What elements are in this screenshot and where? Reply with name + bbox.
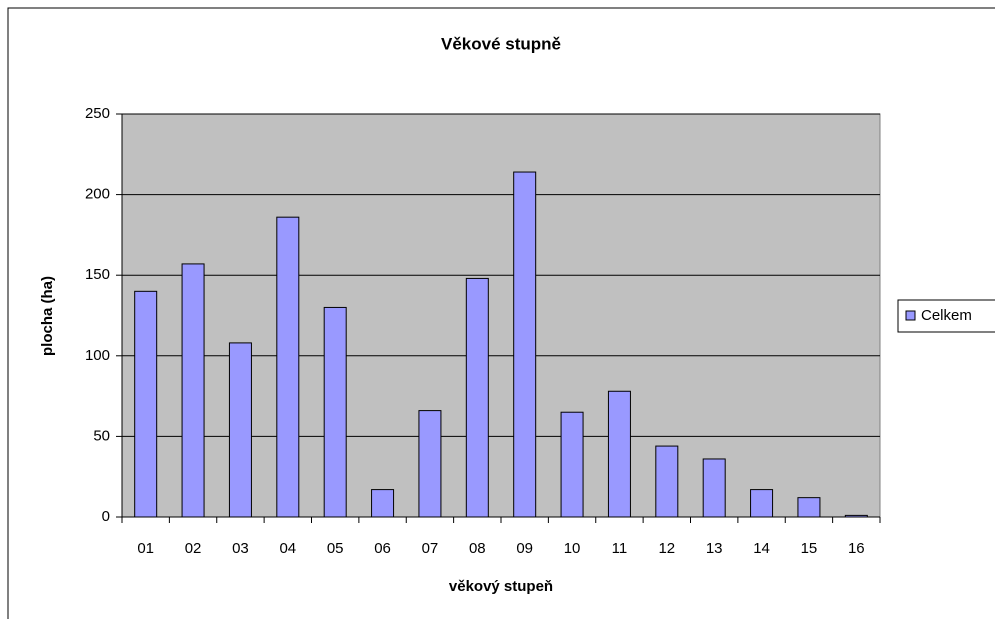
bar <box>750 489 774 518</box>
y-tick-label: 100 <box>85 347 110 364</box>
bar <box>607 390 631 518</box>
x-tick-label: 14 <box>753 540 770 557</box>
bar <box>418 410 442 518</box>
y-axis-label: plocha (ha) <box>39 276 56 356</box>
y-tick-label: 200 <box>85 186 110 203</box>
bar <box>702 458 726 518</box>
legend-label: Celkem <box>921 307 972 324</box>
x-tick-label: 09 <box>516 540 533 557</box>
legend-swatch <box>905 310 916 321</box>
bar <box>181 263 205 518</box>
x-tick-label: 01 <box>137 540 154 557</box>
x-tick-label: 13 <box>706 540 723 557</box>
bar <box>276 216 300 518</box>
x-tick-label: 05 <box>327 540 344 557</box>
x-tick-label: 06 <box>374 540 391 557</box>
y-tick-label: 50 <box>93 427 110 444</box>
bar <box>134 290 158 518</box>
x-tick-label: 03 <box>232 540 249 557</box>
x-axis-label: věkový stupeň <box>449 578 553 595</box>
bar <box>560 411 584 518</box>
bar <box>465 277 489 518</box>
bar <box>844 514 868 518</box>
chart-border <box>7 7 995 619</box>
x-tick-label: 12 <box>658 540 675 557</box>
x-tick-label: 04 <box>279 540 296 557</box>
x-tick-label: 15 <box>801 540 818 557</box>
y-tick-label: 0 <box>102 508 110 525</box>
y-tick-label: 250 <box>85 105 110 122</box>
chart-title: Věkové stupně <box>441 34 561 53</box>
x-tick-label: 16 <box>848 540 865 557</box>
y-tick-label: 150 <box>85 266 110 283</box>
x-tick-label: 11 <box>612 540 628 557</box>
bar <box>228 342 252 518</box>
x-tick-label: 10 <box>564 540 581 557</box>
bar <box>323 306 347 518</box>
bar <box>655 445 679 518</box>
x-tick-label: 07 <box>422 540 439 557</box>
bar <box>513 171 537 518</box>
x-tick-label: 02 <box>185 540 202 557</box>
bar <box>797 497 821 518</box>
bar <box>371 489 395 518</box>
x-tick-label: 08 <box>469 540 486 557</box>
